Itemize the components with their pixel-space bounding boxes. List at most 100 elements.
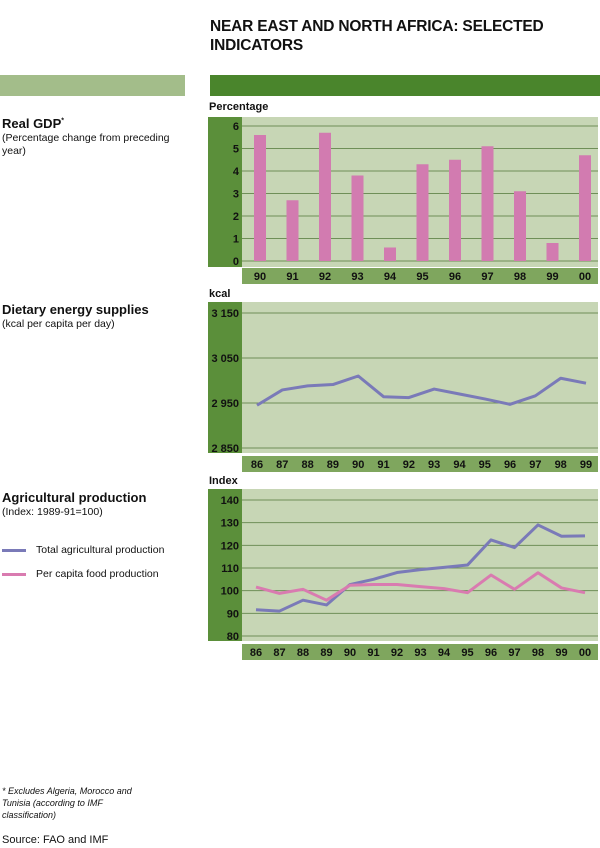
x-tick-label: 96 [449,271,461,283]
gdp-unit-label: Percentage [209,101,269,113]
x-tick-label: 99 [546,271,558,283]
bar [254,135,266,261]
x-tick-label: 98 [555,459,567,471]
legend-label-per-capita: Per capita food production [36,568,159,580]
gdp-heading: Real GDP* [2,116,64,131]
energy-line-chart: 2 850 2 950 3 050 3 150 86 87 88 89 90 91 92 93 94 95… [208,302,598,472]
y-tick-label: 0 [233,256,239,268]
series-line-total [255,523,586,613]
footnote: * Excludes Algeria, Morocco and Tunisia … [2,786,132,820]
x-tick-label: 96 [504,459,516,471]
y-tick-label: 1 [233,234,239,246]
y-tick-label: 3 150 [211,308,239,320]
x-axis-label-bar [242,268,598,284]
x-tick-label: 97 [481,271,493,283]
x-tick-label: 95 [479,459,491,471]
x-tick-label: 96 [485,647,497,659]
x-tick-label: 94 [453,459,466,471]
page-title: NEAR EAST AND NORTH AFRICA: SELECTED IND… [210,18,544,54]
energy-heading: Dietary energy supplies [2,302,149,317]
x-tick-label: 92 [319,271,331,283]
y-tick-label: 2 [233,211,239,223]
energy-subtitle: (kcal per capita per day) [2,318,115,330]
x-tick-label: 88 [301,459,313,471]
plot-area [242,302,598,453]
y-tick-label: 140 [221,495,239,507]
bar [351,175,364,261]
y-axis-panel [208,302,242,453]
y-tick-label: 130 [221,518,239,530]
agri-line-chart: 80 90 100 110 120 130 140 86 87 88 89 90 91 92 93 94 95 9… [208,489,598,660]
x-tick-label: 91 [367,647,379,659]
agri-heading: Agricultural production [2,490,147,505]
x-tick-label: 93 [428,459,440,471]
y-tick-label: 2 850 [211,443,239,455]
x-tick-label: 91 [286,271,298,283]
legend-total: Total agricultural production [2,544,164,556]
y-axis-panel [208,489,242,641]
x-tick-label: 90 [352,459,364,471]
gdp-subtitle: (Percentage change from preceding year) [2,132,170,157]
y-tick-label: 120 [221,540,239,552]
x-tick-label: 99 [555,647,567,659]
y-tick-label: 110 [221,563,239,575]
x-tick-label: 90 [344,647,356,659]
bar [579,155,591,261]
x-tick-label: 92 [391,647,403,659]
bar [384,247,396,261]
x-tick-label: 93 [351,271,363,283]
legend-per-capita: Per capita food production [2,568,159,580]
source-note: Source: FAO and IMF [2,834,109,846]
legend-swatch-per-capita [2,572,26,576]
bar [514,191,526,261]
x-tick-label: 87 [276,459,288,471]
x-axis-label-bar [242,456,598,472]
series-line-total [256,374,587,407]
x-tick-label: 95 [461,647,473,659]
y-tick-label: 80 [227,631,239,643]
y-tick-label: 100 [221,586,239,598]
y-tick-label: 6 [233,121,239,133]
x-tick-label: 93 [414,647,426,659]
gdp-heading-text: Real GDP [2,116,62,131]
legend-swatch-total [2,548,26,552]
x-tick-label: 94 [438,647,451,659]
y-tick-label: 4 [233,166,240,178]
x-tick-label: 00 [579,647,591,659]
y-tick-label: 90 [227,608,239,620]
x-tick-label: 89 [327,459,339,471]
x-tick-label: 86 [250,647,262,659]
x-tick-label: 95 [416,271,428,283]
x-tick-label: 91 [377,459,389,471]
x-tick-label: 89 [320,647,332,659]
gdp-bar-chart: 0 1 2 3 4 5 6 90 91 92 93 94 95 96 97 98 99 00 [208,117,598,284]
bar [546,243,559,261]
agri-unit-label: Index [209,475,238,487]
x-tick-label: 98 [532,647,544,659]
legend-label-total: Total agricultural production [36,544,165,556]
x-axis-label-bar [242,644,598,660]
y-tick-label: 5 [233,144,239,156]
x-tick-label: 94 [384,271,397,283]
y-tick-label: 3 [233,189,239,201]
x-tick-label: 90 [254,271,266,283]
y-tick-label: 3 050 [211,353,239,365]
x-tick-label: 87 [273,647,285,659]
agri-subtitle: (Index: 1989-91=100) [2,506,103,518]
y-tick-label: 2 950 [211,398,239,410]
bar [286,200,299,261]
footnote-marker: * [61,117,64,125]
series-line-per-capita [255,571,586,602]
x-tick-label: 88 [297,647,309,659]
header-bar-right [210,75,600,96]
bar [449,159,461,261]
x-tick-label: 99 [580,459,592,471]
x-tick-label: 92 [403,459,415,471]
x-tick-label: 00 [579,271,591,283]
bar [319,132,331,261]
y-axis-panel [208,117,242,267]
x-tick-label: 97 [529,459,541,471]
bar [481,146,494,261]
energy-unit-label: kcal [209,288,231,300]
